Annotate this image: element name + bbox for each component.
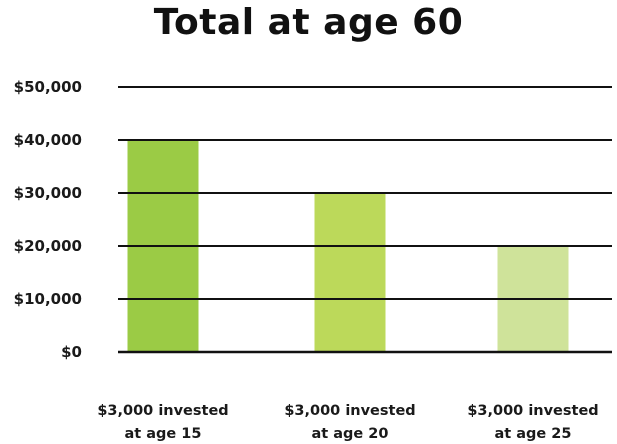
x-category-label: at age 20 (312, 426, 389, 442)
bar-2 (314, 193, 386, 352)
y-tick-label: $0 (61, 343, 82, 361)
x-category-label: $3,000 invested (97, 403, 228, 419)
y-tick-label: $30,000 (14, 184, 82, 202)
x-category-label: at age 15 (125, 426, 202, 442)
x-category-label: $3,000 invested (284, 403, 415, 419)
y-tick-label: $40,000 (14, 131, 82, 149)
y-tick-label: $20,000 (14, 237, 82, 255)
x-category-label: $3,000 invested (467, 403, 598, 419)
y-tick-label: $10,000 (14, 290, 82, 308)
chart-title: Total at age 60 (153, 2, 464, 43)
x-category-label: at age 25 (495, 426, 572, 442)
y-tick-label: $50,000 (14, 78, 82, 96)
